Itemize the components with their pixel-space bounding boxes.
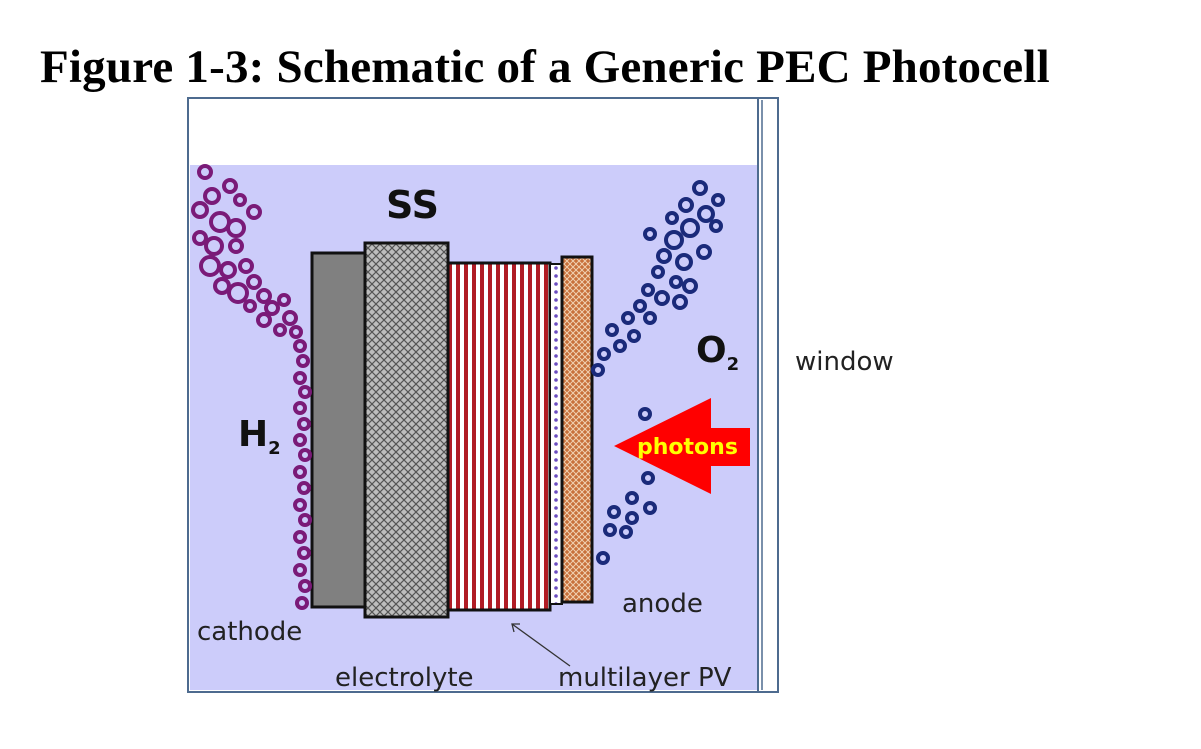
ss-substrate xyxy=(363,241,450,619)
o2-label: O2 xyxy=(696,330,739,375)
cathode-plate xyxy=(310,251,368,609)
h2-bubbles xyxy=(191,164,312,610)
window-panel xyxy=(757,97,779,693)
figure-title: Figure 1-3: Schematic of a Generic PEC P… xyxy=(40,41,1050,93)
photon-arrow-icon xyxy=(614,398,750,494)
electrolyte-label: electrolyte xyxy=(335,663,474,693)
o2-bubbles xyxy=(591,180,725,565)
cathode-label: cathode xyxy=(197,617,302,647)
ss-label: SS xyxy=(386,183,439,227)
anode-layer xyxy=(560,255,594,604)
pv-pointer-line xyxy=(511,623,571,667)
anode-label: anode xyxy=(622,589,703,619)
pv-dotted-layer xyxy=(549,263,563,605)
pv-layer xyxy=(446,261,552,612)
h2-label: H2 xyxy=(238,414,281,459)
photons-label: photons xyxy=(637,435,738,460)
multilayer-pv-label: multilayer PV xyxy=(558,663,732,693)
window-label: window xyxy=(795,347,894,377)
